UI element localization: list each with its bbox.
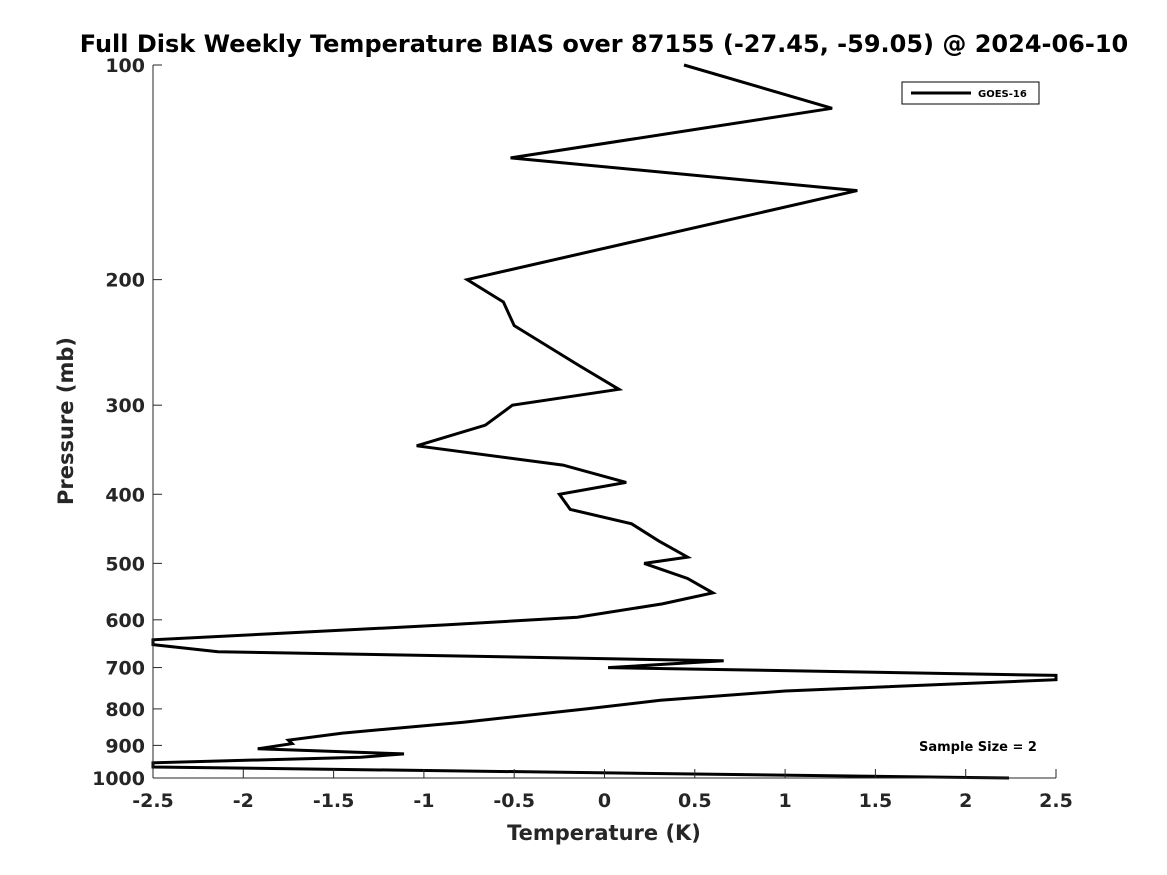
chart-title: Full Disk Weekly Temperature BIAS over 8… — [80, 30, 1128, 58]
y-tick-label: 700 — [105, 658, 145, 680]
x-tick-label: -1 — [413, 790, 434, 812]
y-tick-label: 300 — [105, 395, 145, 417]
axis-layer — [152, 64, 1057, 779]
x-tick-label: 2 — [959, 790, 972, 812]
legend: GOES-16 — [901, 81, 1040, 105]
y-tick-label: 100 — [105, 55, 145, 77]
x-tick-label: -2 — [233, 790, 254, 812]
x-tick-label: 1.5 — [859, 790, 893, 812]
legend-entry-goes-16: GOES-16 — [978, 89, 1027, 100]
x-tick-label: -0.5 — [493, 790, 535, 812]
x-tick-label: 0.5 — [678, 790, 712, 812]
y-tick-label: 500 — [105, 553, 145, 575]
plot-area — [153, 65, 1056, 778]
y-tick-labels: 100 200 300 400 500 600 700 800 900 1000 — [92, 55, 145, 790]
x-tick-label: 1 — [778, 790, 791, 812]
y-tick-label: 800 — [105, 699, 145, 721]
y-tick-label: 600 — [105, 610, 145, 632]
y-tick-label: 400 — [105, 484, 145, 506]
x-tick-label: -2.5 — [132, 790, 174, 812]
x-tick-label: 2.5 — [1039, 790, 1073, 812]
y-tick-label: 1000 — [92, 768, 145, 790]
y-tick-label: 900 — [105, 735, 145, 757]
x-tick-label: -1.5 — [313, 790, 355, 812]
x-axis-label: Temperature (K) — [507, 821, 701, 845]
y-tick-label: 200 — [105, 270, 145, 292]
sample-size-annotation: Sample Size = 2 — [919, 740, 1037, 755]
y-axis-label: Pressure (mb) — [54, 337, 78, 505]
series-line-goes-16 — [151, 63, 1058, 780]
x-tick-label: 0 — [598, 790, 611, 812]
series-layer — [151, 63, 1058, 780]
x-tick-labels: -2.5 -2 -1.5 -1 -0.5 0 0.5 1 1.5 2 2.5 — [132, 790, 1073, 812]
